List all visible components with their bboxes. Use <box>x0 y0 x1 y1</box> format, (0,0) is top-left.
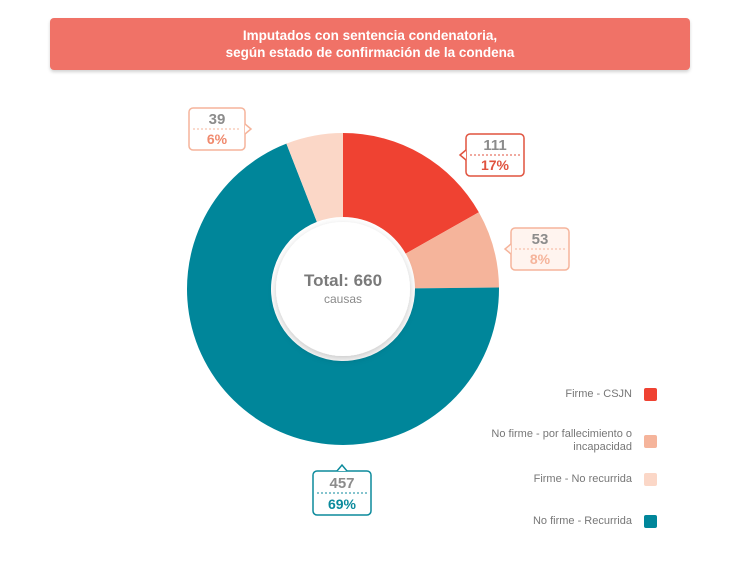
chart-title-line-2: según estado de confirmación de la conde… <box>225 45 515 60</box>
legend-item-no-firme-fallecimiento: No firme - por fallecimiento o incapacid… <box>472 428 657 454</box>
callout-pointer <box>458 149 467 161</box>
callout-value: 111 <box>483 137 506 154</box>
callout-percent: 17% <box>481 157 510 173</box>
legend-item-firme-csjn: Firme - CSJN <box>565 388 657 401</box>
callout-pointer <box>336 463 348 472</box>
legend-item-firme-no-recurrida: Firme - No recurrida <box>534 473 657 486</box>
callout-firme-no-recurrida: 396% <box>188 107 253 151</box>
total-label: Total: 660 <box>304 271 382 290</box>
legend-label: No firme - por fallecimiento o incapacid… <box>491 428 632 453</box>
pie-slices <box>187 133 500 446</box>
legend-item-no-firme-recurrida: No firme - Recurrida <box>533 515 657 528</box>
pie-slice-firme-csjn <box>343 133 479 254</box>
callout-percent: 69% <box>328 496 357 512</box>
legend-swatch <box>644 515 657 528</box>
legend-label: Firme - CSJN <box>565 388 632 400</box>
legend-swatch <box>644 434 657 448</box>
callout-pointer <box>244 123 253 135</box>
legend-swatch <box>644 473 657 486</box>
callout-value: 457 <box>329 475 354 492</box>
chart-title-banner: Imputados con sentencia condenatoria, se… <box>50 18 690 70</box>
pie-slice-firme-no-recurrida <box>286 133 343 222</box>
callout-value: 53 <box>532 231 549 248</box>
callout-percent: 6% <box>207 131 228 147</box>
legend-label: No firme - Recurrida <box>532 515 632 527</box>
callout-value: 39 <box>209 111 226 128</box>
total-unit: causas <box>324 292 362 306</box>
legend-swatch <box>644 388 657 401</box>
pie-slice-no-firme-por-fallecimiento-o-incapacidad <box>405 212 499 289</box>
callout-no-firme-por-fallecimiento-o-incapacidad: 538% <box>503 227 570 271</box>
callout-percent: 8% <box>530 251 551 267</box>
pie-slice-no-firme-recurrida <box>187 143 500 446</box>
donut-hole <box>276 222 410 356</box>
callout-pointer <box>503 243 512 255</box>
legend-label: Firme - No recurrida <box>533 473 632 485</box>
chart-title-line-1: Imputados con sentencia condenatoria, <box>242 28 498 43</box>
